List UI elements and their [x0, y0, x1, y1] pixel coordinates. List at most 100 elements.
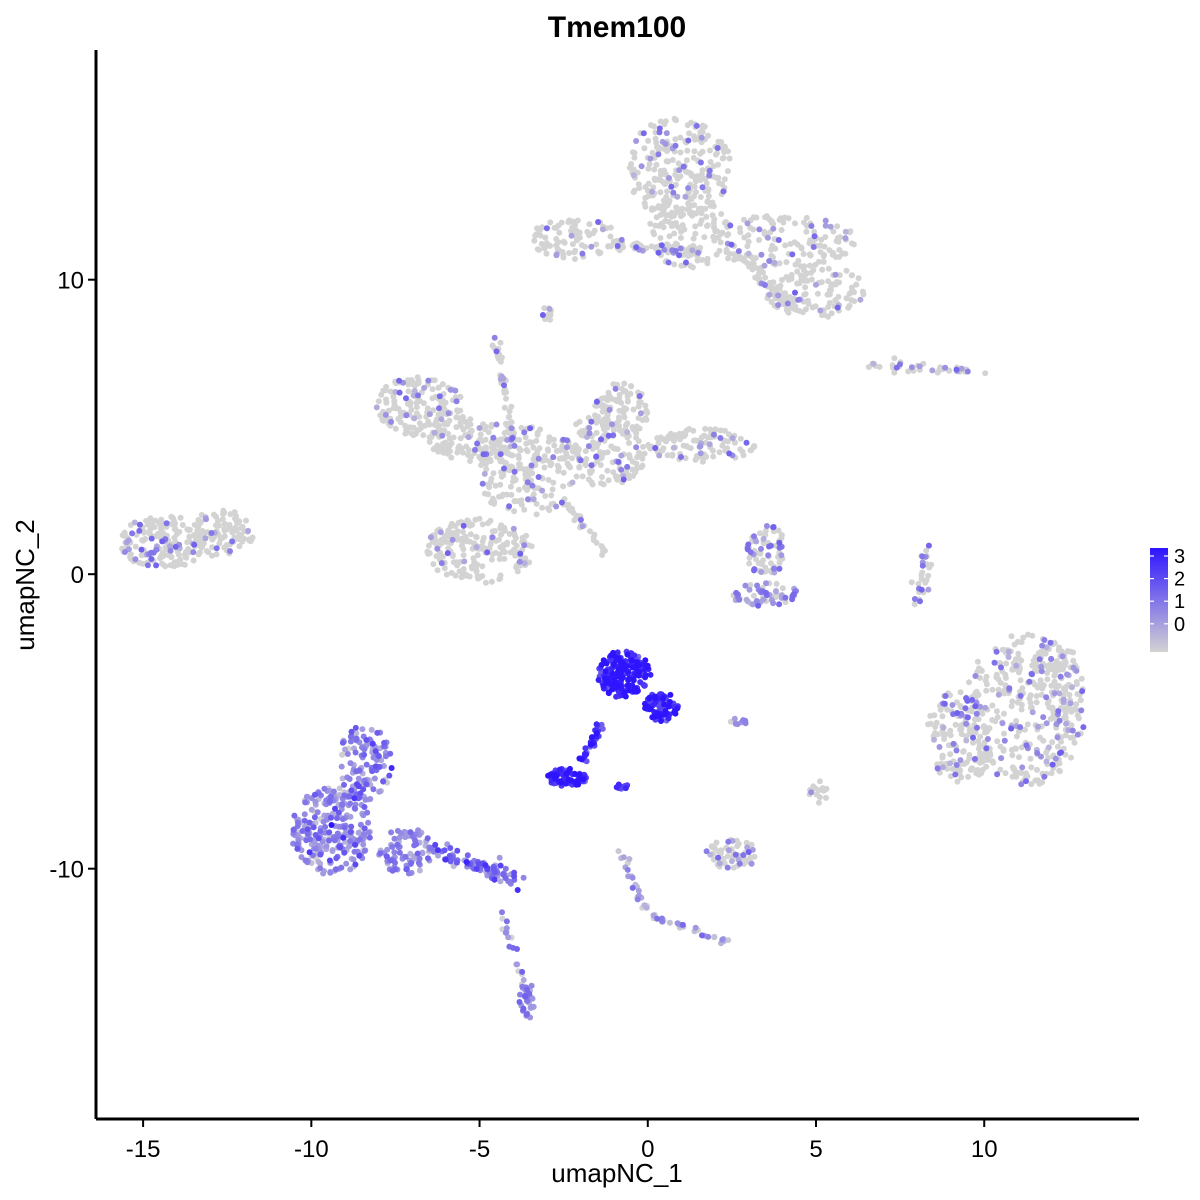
scatter-point — [1042, 650, 1049, 657]
scatter-point — [347, 738, 354, 745]
scatter-point — [352, 749, 359, 756]
scatter-point — [462, 418, 469, 425]
scatter-point — [789, 596, 796, 603]
scatter-point — [413, 410, 420, 417]
scatter-point — [291, 812, 298, 819]
scatter-point — [1070, 734, 1077, 741]
scatter-point — [1001, 737, 1008, 744]
scatter-point — [602, 668, 609, 675]
scatter-point — [593, 241, 600, 248]
scatter-point — [937, 706, 944, 713]
scatter-point — [483, 461, 489, 467]
scatter-point — [521, 484, 528, 491]
scatter-point — [983, 745, 990, 752]
scatter-point — [658, 718, 664, 724]
scatter-point — [576, 463, 583, 470]
scatter-point — [802, 284, 809, 291]
scatter-point — [983, 687, 990, 694]
scatter-point — [683, 443, 690, 450]
scatter-point — [457, 407, 464, 414]
scatter-point — [414, 374, 421, 381]
scatter-point — [753, 598, 760, 604]
scatter-point — [571, 770, 578, 777]
scatter-point — [684, 147, 691, 154]
scatter-point — [1017, 677, 1024, 684]
scatter-point — [550, 454, 557, 461]
scatter-point — [819, 266, 826, 273]
scatter-point — [420, 400, 427, 407]
scatter-point — [413, 404, 420, 411]
scatter-point — [442, 439, 449, 446]
scatter-point — [559, 443, 566, 450]
scatter-point — [533, 500, 540, 507]
scatter-point — [829, 251, 836, 258]
scatter-point — [341, 792, 348, 799]
scatter-point — [911, 596, 918, 602]
scatter-point — [612, 385, 619, 392]
scatter-point — [179, 522, 186, 528]
scatter-point — [782, 242, 789, 249]
scatter-point — [566, 217, 573, 224]
scatter-point — [969, 696, 976, 703]
scatter-point — [598, 455, 605, 462]
scatter-point — [1051, 672, 1058, 679]
scatter-point — [923, 547, 930, 554]
scatter-point — [341, 849, 348, 856]
scatter-point — [745, 849, 752, 855]
scatter-point — [952, 771, 959, 778]
scatter-point — [933, 719, 940, 726]
scatter-point — [438, 539, 445, 546]
scatter-point — [373, 404, 380, 411]
scatter-point — [1056, 717, 1063, 724]
scatter-point — [1013, 662, 1020, 669]
scatter-point — [683, 259, 689, 266]
scatter-point — [365, 819, 372, 826]
scatter-point — [514, 946, 520, 952]
scatter-point — [642, 402, 649, 409]
scatter-point — [498, 473, 505, 480]
scatter-point — [331, 836, 338, 843]
scatter-point — [1018, 701, 1025, 708]
scatter-point — [586, 232, 593, 239]
scatter-point — [638, 464, 645, 471]
scatter-point — [713, 150, 720, 157]
scatter-point — [511, 468, 518, 475]
scatter-point — [998, 755, 1005, 762]
scatter-point — [402, 422, 409, 429]
scatter-point — [665, 703, 672, 710]
scatter-point — [517, 991, 523, 998]
scatter-point — [508, 491, 515, 498]
scatter-point — [670, 189, 677, 196]
scatter-point — [302, 799, 309, 806]
scatter-point — [526, 559, 533, 566]
scatter-point — [737, 229, 744, 236]
scatter-point — [641, 682, 648, 689]
scatter-point — [687, 210, 693, 217]
scatter-point — [1055, 662, 1062, 669]
scatter-point — [356, 767, 363, 774]
scatter-point — [356, 852, 363, 859]
scatter-point — [366, 834, 373, 841]
scatter-point — [678, 228, 684, 235]
scatter-point — [770, 524, 777, 530]
scatter-point — [652, 445, 659, 451]
scatter-point — [694, 257, 701, 264]
scatter-point — [737, 446, 744, 453]
scatter-point — [740, 452, 747, 459]
scatter-point — [407, 829, 414, 836]
scatter-point — [1061, 662, 1068, 669]
scatter-point — [514, 568, 521, 575]
scatter-point — [299, 828, 306, 834]
scatter-point — [568, 232, 575, 239]
scatter-point — [972, 703, 979, 710]
scatter-point — [597, 462, 604, 468]
scatter-point — [770, 225, 777, 232]
scatter-point — [553, 503, 560, 510]
scatter-point — [383, 399, 390, 406]
scatter-point — [489, 534, 496, 541]
scatter-point — [430, 561, 437, 568]
scatter-point — [586, 425, 593, 431]
scatter-point — [647, 705, 654, 712]
scatter-point — [803, 228, 810, 235]
scatter-point — [605, 432, 612, 439]
